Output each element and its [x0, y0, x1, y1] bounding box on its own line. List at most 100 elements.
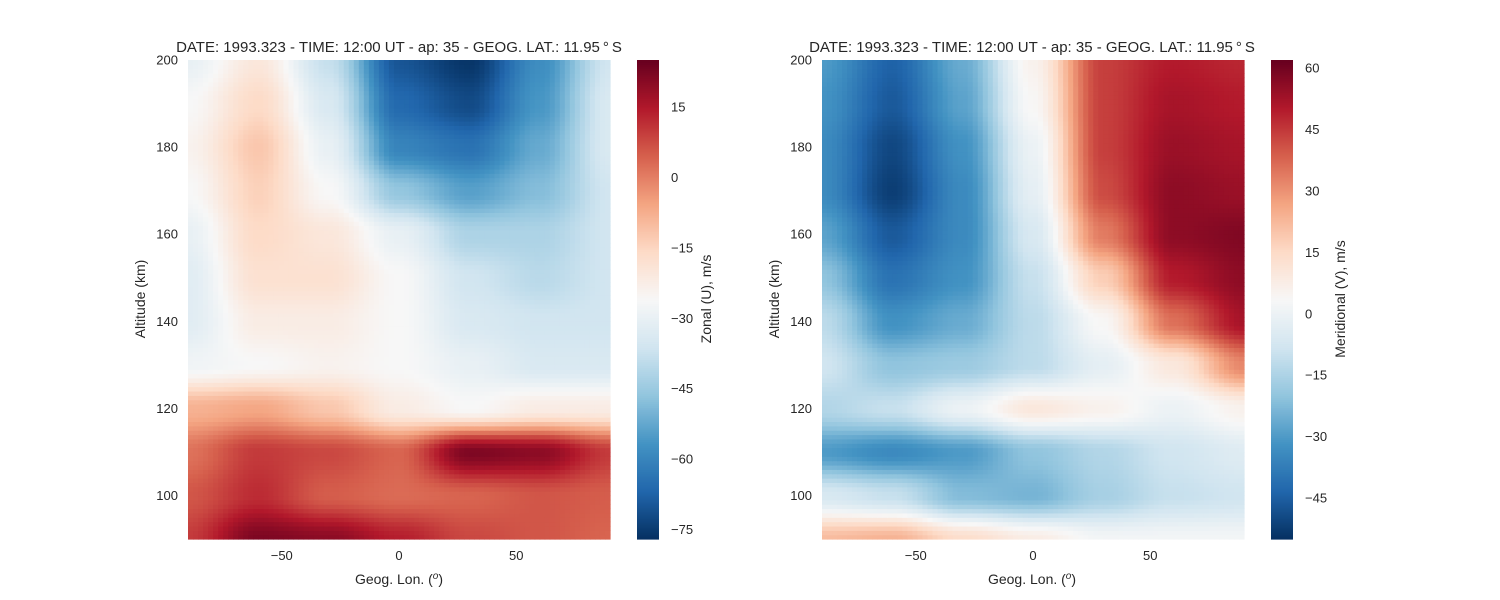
heatmap-cell [208, 308, 214, 313]
heatmap-cell [248, 286, 254, 291]
heatmap-cell [394, 513, 400, 518]
heatmap-cell [359, 495, 365, 500]
heatmap-cell [530, 434, 536, 439]
heatmap-cell [530, 513, 536, 518]
heatmap-cell [238, 500, 244, 505]
heatmap-cell [595, 365, 601, 370]
heatmap-cell [268, 282, 274, 287]
heatmap-cell [243, 478, 249, 483]
heatmap-cell [339, 395, 345, 400]
heatmap-cell [535, 387, 541, 392]
heatmap-cell [494, 443, 500, 448]
heatmap-cell [384, 530, 390, 535]
heatmap-cell [600, 530, 606, 535]
heatmap-cell [309, 439, 315, 444]
heatmap-cell [570, 426, 576, 431]
heatmap-cell [409, 461, 415, 466]
heatmap-cell [339, 530, 345, 535]
heatmap-cell [449, 282, 455, 287]
heatmap-cell [530, 535, 536, 540]
heatmap-cell [419, 404, 425, 409]
heatmap-cell [595, 374, 601, 379]
heatmap-cell [530, 408, 536, 413]
heatmap-cell [570, 461, 576, 466]
heatmap-cell [394, 378, 400, 383]
heatmap-cell [424, 321, 430, 326]
heatmap-cell [530, 317, 536, 322]
heatmap-cell [339, 452, 345, 457]
heatmap-cell [530, 482, 536, 487]
heatmap-cell [590, 313, 596, 318]
heatmap-cell [273, 304, 279, 309]
heatmap-cell [299, 421, 305, 426]
heatmap-cell [278, 491, 284, 496]
heatmap-cell [429, 526, 435, 531]
heatmap-cell [374, 334, 380, 339]
heatmap-cell [414, 495, 420, 500]
heatmap-cell [499, 469, 505, 474]
heatmap-cell [600, 408, 606, 413]
heatmap-cell [560, 408, 566, 413]
heatmap-cell [218, 378, 224, 383]
heatmap-cell [319, 356, 325, 361]
heatmap-cell [263, 317, 269, 322]
heatmap-cell [273, 308, 279, 313]
heatmap-cell [439, 391, 445, 396]
heatmap-cell [510, 434, 516, 439]
heatmap-cell [188, 291, 194, 296]
heatmap-cell [439, 456, 445, 461]
heatmap-cell [394, 500, 400, 505]
heatmap-cell [354, 421, 360, 426]
heatmap-cell [369, 304, 375, 309]
heatmap-cell [575, 495, 581, 500]
heatmap-cell [499, 286, 505, 291]
heatmap-cell [223, 308, 229, 313]
heatmap-cell [283, 304, 289, 309]
heatmap-cell [218, 443, 224, 448]
heatmap-cell [354, 408, 360, 413]
heatmap-cell [384, 317, 390, 322]
heatmap-cell [515, 365, 521, 370]
heatmap-cell [570, 535, 576, 540]
heatmap-cell [575, 474, 581, 479]
heatmap-cell [560, 513, 566, 518]
heatmap-cell [479, 347, 485, 352]
heatmap-cell [334, 278, 340, 283]
heatmap-cell [374, 330, 380, 335]
heatmap-cell [590, 334, 596, 339]
heatmap-cell [399, 304, 405, 309]
heatmap-cell [454, 395, 460, 400]
heatmap-cell [223, 469, 229, 474]
heatmap-cell [585, 321, 591, 326]
heatmap-cell [570, 334, 576, 339]
heatmap-cell [565, 347, 571, 352]
heatmap-cell [510, 495, 516, 500]
heatmap-cell [570, 291, 576, 296]
heatmap-cell [469, 308, 475, 313]
heatmap-cell [273, 522, 279, 527]
heatmap-cell [550, 286, 556, 291]
heatmap-cell [560, 517, 566, 522]
heatmap-cell [464, 504, 470, 509]
heatmap-cell [233, 330, 239, 335]
heatmap-cell [510, 474, 516, 479]
heatmap-cell [545, 439, 551, 444]
heatmap-cell [309, 535, 315, 540]
heatmap-cell [525, 426, 531, 431]
heatmap-cell [359, 522, 365, 527]
heatmap-cell [444, 308, 450, 313]
heatmap-cell [600, 413, 606, 418]
heatmap-cell [263, 456, 269, 461]
heatmap-cell [294, 495, 300, 500]
heatmap-cell [394, 482, 400, 487]
heatmap-cell [520, 365, 526, 370]
heatmap-cell [238, 530, 244, 535]
heatmap-cell [288, 295, 294, 300]
heatmap-cell [364, 513, 370, 518]
heatmap-cell [309, 365, 315, 370]
heatmap-cell [499, 504, 505, 509]
heatmap-cell [555, 509, 561, 514]
heatmap-cell [570, 382, 576, 387]
heatmap-cell [283, 391, 289, 396]
heatmap-cell [188, 443, 194, 448]
